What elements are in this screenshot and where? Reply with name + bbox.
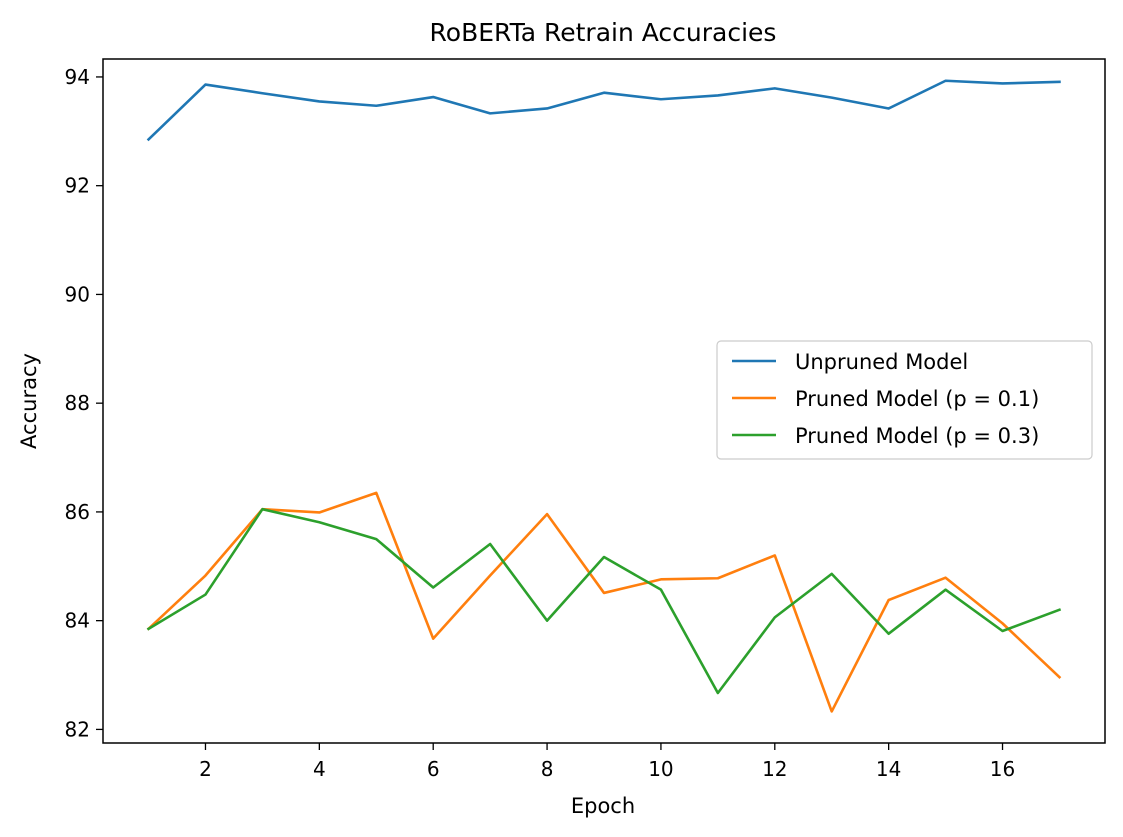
x-tick-label: 10 xyxy=(648,757,673,781)
series-line-3 xyxy=(146,507,1062,695)
chart-title: RoBERTa Retrain Accuracies xyxy=(430,18,777,47)
y-tick-label: 94 xyxy=(65,65,90,89)
x-tick-label: 2 xyxy=(199,757,212,781)
y-tick-label: 86 xyxy=(65,500,90,524)
legend-label: Unpruned Model xyxy=(795,350,968,374)
y-tick-label: 88 xyxy=(65,391,90,415)
plot-frame xyxy=(102,58,1106,744)
x-tick-label: 14 xyxy=(876,757,901,781)
y-tick-label: 90 xyxy=(65,282,90,306)
legend-label: Pruned Model (p = 0.3) xyxy=(795,424,1039,448)
x-tick-label: 8 xyxy=(541,757,554,781)
legend: Unpruned Model Pruned Model (p = 0.1) Prun… xyxy=(716,340,1093,460)
series-line-1 xyxy=(146,79,1061,142)
x-axis-title: Epoch xyxy=(571,794,635,818)
y-tick-label: 84 xyxy=(65,609,90,633)
x-tick-label: 4 xyxy=(313,757,326,781)
x-tick-label: 12 xyxy=(762,757,787,781)
series-layer xyxy=(146,79,1062,713)
y-axis-title: Accuracy xyxy=(17,353,41,449)
legend-label: Pruned Model (p = 0.1) xyxy=(795,387,1039,411)
y-tick-label: 82 xyxy=(65,717,90,741)
legend-box xyxy=(716,340,1093,460)
y-tick-label: 92 xyxy=(65,174,90,198)
x-tick-label: 6 xyxy=(427,757,440,781)
x-axis: 2 4 6 8 10 12 14 16 xyxy=(199,743,1015,781)
x-tick-label: 16 xyxy=(990,757,1015,781)
series-line-2 xyxy=(146,491,1062,713)
y-axis: 82 84 86 88 90 92 94 xyxy=(65,65,103,741)
